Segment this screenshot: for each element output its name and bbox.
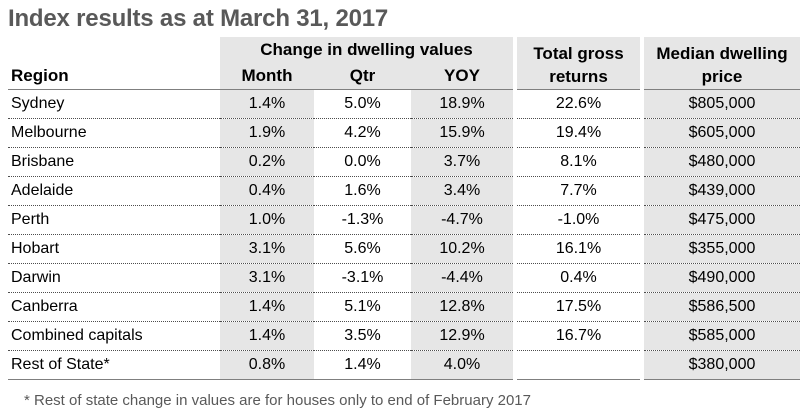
cell-median-price: $380,000	[640, 350, 800, 380]
cell-month: 1.0%	[220, 205, 314, 235]
cell-yoy: 10.2%	[411, 234, 515, 264]
cell-yoy: 18.9%	[411, 89, 515, 119]
cell-region: Rest of State*	[8, 350, 220, 380]
cell-median-price: $490,000	[640, 263, 800, 293]
cell-qtr: 5.6%	[314, 234, 411, 264]
cell-qtr: 1.4%	[314, 350, 411, 380]
cell-month: 0.8%	[220, 350, 314, 380]
cell-month: 1.4%	[220, 89, 314, 119]
cell-month: 3.1%	[220, 234, 314, 264]
cell-total-gross-returns: -1.0%	[513, 205, 642, 235]
cell-median-price: $585,000	[640, 321, 800, 351]
cell-region: Melbourne	[8, 118, 220, 148]
cell-yoy: 4.0%	[411, 350, 515, 380]
cell-region: Brisbane	[8, 147, 220, 177]
table-row: Melbourne 1.9% 4.2% 15.9% 19.4% $605,000	[8, 118, 800, 148]
cell-qtr: -1.3%	[314, 205, 411, 235]
table-row: Darwin 3.1% -3.1% -4.4% 0.4% $490,000	[8, 263, 800, 293]
cell-month: 3.1%	[220, 263, 314, 293]
cell-region: Hobart	[8, 234, 220, 264]
cell-yoy: 15.9%	[411, 118, 515, 148]
cell-total-gross-returns: 8.1%	[513, 147, 642, 177]
table-row: Adelaide 0.4% 1.6% 3.4% 7.7% $439,000	[8, 176, 800, 206]
cell-qtr: 4.2%	[314, 118, 411, 148]
cell-total-gross-returns	[513, 350, 642, 380]
cell-month: 1.9%	[220, 118, 314, 148]
header-total-gross-returns: Total gross returns	[513, 37, 642, 90]
cell-median-price: $480,000	[640, 147, 800, 177]
cell-median-price: $475,000	[640, 205, 800, 235]
table-row: Perth 1.0% -1.3% -4.7% -1.0% $475,000	[8, 205, 800, 235]
cell-region: Combined capitals	[8, 321, 220, 351]
cell-region: Adelaide	[8, 176, 220, 206]
cell-median-price: $605,000	[640, 118, 800, 148]
index-results-table: Change in dwelling values Total gross re…	[8, 37, 800, 380]
table-row: Canberra 1.4% 5.1% 12.8% 17.5% $586,500	[8, 292, 800, 322]
header-median-dwelling-price: Median dwelling price	[640, 37, 800, 90]
cell-region: Perth	[8, 205, 220, 235]
cell-median-price: $355,000	[640, 234, 800, 264]
cell-qtr: 3.5%	[314, 321, 411, 351]
cell-qtr: 1.6%	[314, 176, 411, 206]
cell-month: 1.4%	[220, 321, 314, 351]
header-yoy: YOY	[411, 61, 515, 90]
cell-yoy: -4.7%	[411, 205, 515, 235]
header-change-in-dwelling-values: Change in dwelling values	[220, 37, 515, 61]
table-row: Sydney 1.4% 5.0% 18.9% 22.6% $805,000	[8, 89, 800, 119]
cell-yoy: -4.4%	[411, 263, 515, 293]
header-month: Month	[220, 61, 314, 90]
cell-median-price: $586,500	[640, 292, 800, 322]
cell-yoy: 3.7%	[411, 147, 515, 177]
cell-yoy: 3.4%	[411, 176, 515, 206]
cell-yoy: 12.8%	[411, 292, 515, 322]
header-spacer	[8, 37, 220, 61]
cell-month: 0.4%	[220, 176, 314, 206]
cell-total-gross-returns: 7.7%	[513, 176, 642, 206]
cell-qtr: -3.1%	[314, 263, 411, 293]
cell-qtr: 5.1%	[314, 292, 411, 322]
table-row: Hobart 3.1% 5.6% 10.2% 16.1% $355,000	[8, 234, 800, 264]
cell-median-price: $805,000	[640, 89, 800, 119]
cell-region: Canberra	[8, 292, 220, 322]
cell-total-gross-returns: 16.1%	[513, 234, 642, 264]
cell-region: Sydney	[8, 89, 220, 119]
cell-qtr: 5.0%	[314, 89, 411, 119]
cell-month: 1.4%	[220, 292, 314, 322]
cell-total-gross-returns: 17.5%	[513, 292, 642, 322]
table-row: Combined capitals 1.4% 3.5% 12.9% 16.7% …	[8, 321, 800, 351]
cell-yoy: 12.9%	[411, 321, 515, 351]
cell-month: 0.2%	[220, 147, 314, 177]
cell-total-gross-returns: 16.7%	[513, 321, 642, 351]
page-title: Index results as at March 31, 2017	[8, 5, 389, 32]
cell-median-price: $439,000	[640, 176, 800, 206]
cell-total-gross-returns: 22.6%	[513, 89, 642, 119]
cell-total-gross-returns: 0.4%	[513, 263, 642, 293]
cell-total-gross-returns: 19.4%	[513, 118, 642, 148]
cell-qtr: 0.0%	[314, 147, 411, 177]
header-region: Region	[8, 61, 220, 90]
table-row: Rest of State* 0.8% 1.4% 4.0% $380,000	[8, 350, 800, 380]
table-row: Brisbane 0.2% 0.0% 3.7% 8.1% $480,000	[8, 147, 800, 177]
header-qtr: Qtr	[314, 61, 411, 90]
footnote: * Rest of state change in values are for…	[24, 392, 531, 409]
cell-region: Darwin	[8, 263, 220, 293]
